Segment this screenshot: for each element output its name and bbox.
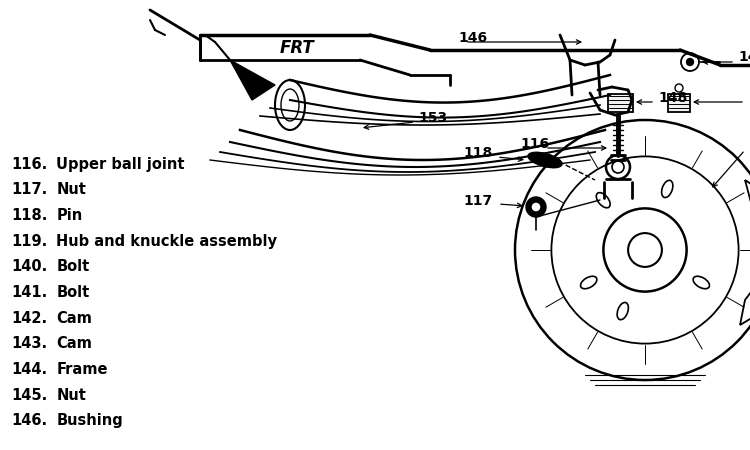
Text: Hub and knuckle assembly: Hub and knuckle assembly bbox=[56, 234, 278, 249]
Text: 144.: 144. bbox=[11, 362, 47, 377]
Text: 146.: 146. bbox=[11, 413, 47, 428]
Text: 143.: 143. bbox=[11, 336, 47, 351]
Text: 119: 119 bbox=[748, 139, 750, 153]
Text: 118: 118 bbox=[463, 146, 492, 160]
Ellipse shape bbox=[528, 152, 562, 168]
Text: Upper ball joint: Upper ball joint bbox=[56, 157, 184, 172]
Text: 149: 149 bbox=[748, 91, 750, 105]
Text: 147: 147 bbox=[738, 50, 750, 64]
Circle shape bbox=[531, 202, 541, 212]
Text: 117: 117 bbox=[463, 194, 492, 208]
Circle shape bbox=[686, 58, 694, 66]
Text: 118.: 118. bbox=[11, 208, 48, 223]
Text: 146: 146 bbox=[458, 31, 488, 45]
Text: Bushing: Bushing bbox=[56, 413, 123, 428]
Text: Pin: Pin bbox=[56, 208, 82, 223]
Circle shape bbox=[526, 197, 546, 217]
Text: 142.: 142. bbox=[11, 310, 47, 326]
FancyBboxPatch shape bbox=[668, 94, 690, 112]
Text: 141.: 141. bbox=[11, 285, 47, 300]
Text: 119.: 119. bbox=[11, 234, 47, 249]
Text: Cam: Cam bbox=[56, 336, 92, 351]
Text: 153: 153 bbox=[418, 111, 447, 125]
Text: 116: 116 bbox=[520, 137, 549, 151]
Text: Bolt: Bolt bbox=[56, 285, 89, 300]
Text: FRT: FRT bbox=[280, 39, 315, 57]
Text: Bolt: Bolt bbox=[56, 259, 89, 274]
Text: Frame: Frame bbox=[56, 362, 108, 377]
Text: Nut: Nut bbox=[56, 182, 86, 198]
Text: 148: 148 bbox=[658, 91, 687, 105]
Text: 145.: 145. bbox=[11, 387, 47, 403]
Text: Cam: Cam bbox=[56, 310, 92, 326]
Polygon shape bbox=[230, 60, 275, 100]
Text: 116.: 116. bbox=[11, 157, 47, 172]
Text: 117.: 117. bbox=[11, 182, 47, 198]
Text: 140.: 140. bbox=[11, 259, 47, 274]
FancyBboxPatch shape bbox=[608, 94, 633, 112]
Text: Nut: Nut bbox=[56, 387, 86, 403]
